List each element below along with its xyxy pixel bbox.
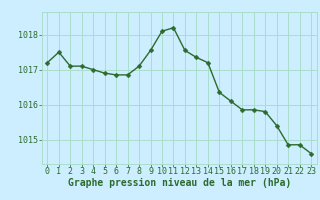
X-axis label: Graphe pression niveau de la mer (hPa): Graphe pression niveau de la mer (hPa): [68, 178, 291, 188]
